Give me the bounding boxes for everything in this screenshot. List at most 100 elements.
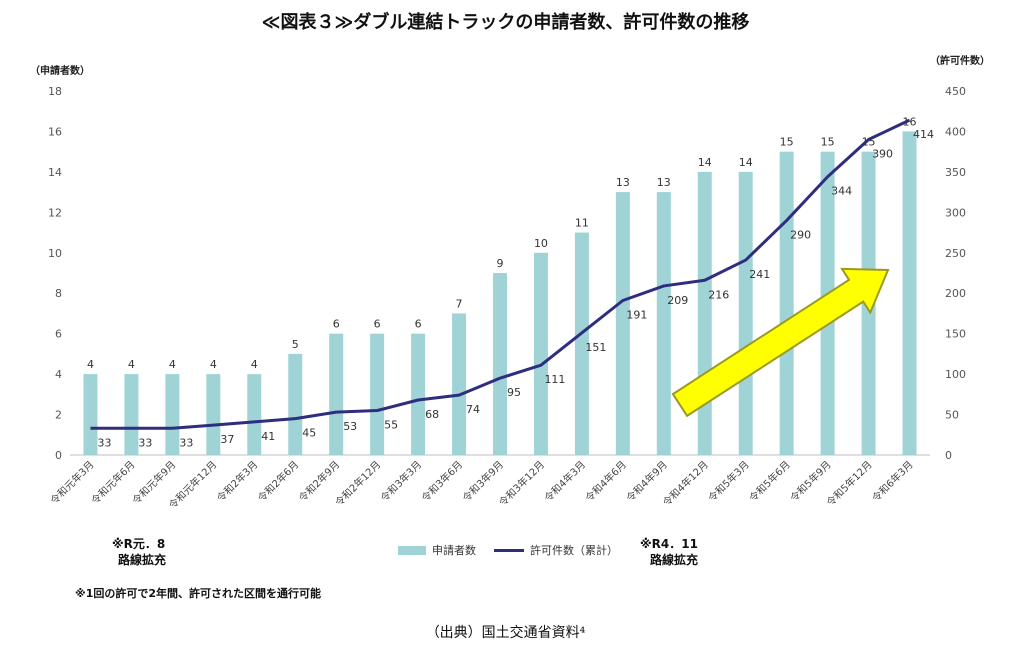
line-value-label: 151 [585,341,606,354]
bar-value-label: 13 [657,176,671,189]
line-value-label: 53 [343,420,357,433]
line-value-label: 41 [261,430,275,443]
x-tick-label: 令和4年6月 [582,458,628,504]
y-right-tick: 200 [945,287,966,300]
x-tick-label: 令和4年3月 [542,458,588,504]
bar [329,333,344,455]
x-tick-label: 令和2年9月 [296,458,342,504]
line-value-label: 33 [97,436,111,449]
line-value-label: 216 [708,288,729,301]
y-left-tick: 2 [55,409,62,422]
y-right-tick: 450 [945,85,966,98]
bar [124,374,139,455]
line-value-label: 37 [220,433,234,446]
bar-value-label: 6 [415,318,422,331]
x-tick-label: 令和5年9月 [787,458,833,504]
source-credit: （出典）国土交通省資料⁴ [425,625,586,641]
x-tick-label: 令和5年6月 [746,458,792,504]
bar-value-label: 10 [534,237,548,250]
bar [697,171,712,455]
y-right-tick: 400 [945,125,966,138]
line-value-label: 290 [790,228,811,241]
x-tick-label: 令和4年9月 [623,458,669,504]
line-value-label: 209 [667,294,688,307]
line-value-label: 68 [425,408,439,421]
x-tick-label: 令和2年6月 [255,458,301,504]
bar-value-label: 15 [862,136,876,149]
bar [452,313,467,455]
x-tick-label: 令和2年3月 [214,458,260,504]
line-value-label: 191 [626,309,647,322]
footnote: ※1回の許可で2年間、許可された区間を通行可能 [75,587,321,600]
bar-value-label: 4 [251,358,258,371]
bar-value-label: 14 [698,156,712,169]
bar [247,374,262,455]
bar [411,333,426,455]
y-left-tick: 14 [48,166,62,179]
bar-value-label: 5 [292,338,299,351]
x-tick-label: 令和3年9月 [460,458,506,504]
line-value-label: 390 [872,148,893,161]
y-left-title: （申請者数） [30,64,90,77]
y-right-title: （許可件数） [930,54,990,67]
y-left-tick: 8 [55,287,62,300]
legend-line-label: 許可件数（累計） [530,544,618,557]
y-right-tick: 50 [945,409,959,422]
bar-value-label: 6 [333,318,340,331]
legend-bar-label: 申請者数 [432,544,476,557]
note-r1: ※R元．8 路線拡充 [112,536,166,568]
bar-value-label: 16 [903,115,917,128]
legend: 申請者数 許可件数（累計） [398,542,636,558]
bar [738,171,753,455]
line-value-label: 241 [749,268,770,281]
note-r1-line2: 路線拡充 [118,553,167,567]
note-r4: ※R4．11 路線拡充 [640,536,698,568]
bar [574,232,589,455]
note-r4-line2: 路線拡充 [650,553,699,567]
bar-value-label: 11 [575,217,589,230]
bar [370,333,385,455]
x-tick-label: 令和5年3月 [705,458,751,504]
bar-value-label: 4 [87,358,94,371]
bar-value-label: 15 [780,136,794,149]
bar-value-label: 14 [739,156,753,169]
bar [206,374,221,455]
line-value-label: 55 [384,419,398,432]
line-layer [90,118,911,430]
bar-value-label: 6 [374,318,381,331]
bar [902,131,917,455]
bar-value-label: 4 [128,358,135,371]
x-tick-label: 令和3年6月 [419,458,465,504]
legend-bar-swatch [398,545,426,555]
note-r1-line1: ※R元．8 [112,537,166,551]
bar [533,252,548,455]
bar [493,273,507,455]
y-left-tick: 10 [48,247,62,260]
y-right-tick: 350 [945,166,966,179]
y-left-tick: 0 [55,449,62,462]
legend-item-bar: 申請者数 [398,542,476,558]
bar-value-label: 13 [616,176,630,189]
bar [615,192,630,455]
line-value-label: 45 [302,427,316,440]
bar [288,353,303,455]
x-tick-label: 令和3年3月 [378,458,424,504]
line-value-label: 33 [179,436,193,449]
line-value-label: 111 [544,373,565,386]
line-value-label: 74 [466,403,480,416]
bar-value-label: 4 [210,358,217,371]
bar [779,151,794,455]
bar-value-label: 9 [497,257,504,270]
y-left-tick: 4 [55,368,62,381]
trend-arrow-icon [671,267,890,418]
y-left-tick: 12 [48,206,62,219]
line-value-label: 414 [913,128,934,141]
y-left-tick: 18 [48,85,62,98]
y-right-tick: 0 [945,449,952,462]
line-value-label: 344 [831,185,852,198]
bar [165,374,180,455]
arrow-layer [671,267,890,418]
chart-title: ≪図表３≫ダブル連結トラックの申請者数、許可件数の推移 [261,12,750,33]
